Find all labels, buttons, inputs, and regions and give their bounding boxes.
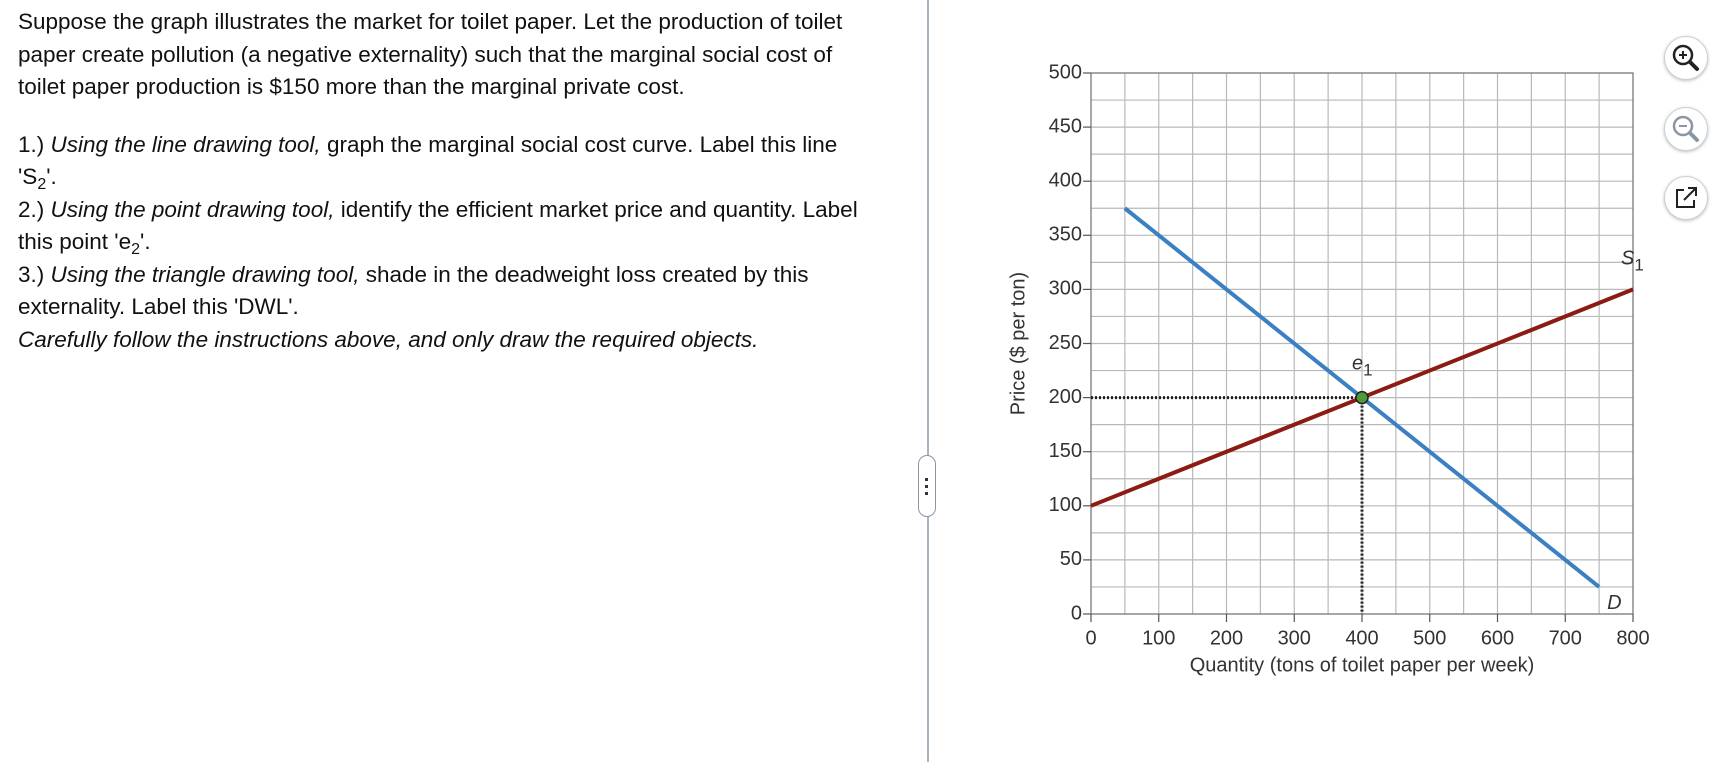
zoom-out-button[interactable] [1664,107,1708,151]
y-tick-label: 150 [1049,440,1082,462]
step-tool: Using the triangle drawing tool, [50,261,360,287]
step-end: '. [46,164,57,189]
x-tick-label: 300 [1278,627,1311,649]
y-tick-label: 250 [1049,332,1082,354]
x-tick-label: 800 [1616,627,1649,649]
divider [927,0,929,762]
series-label: S1 [1621,248,1644,275]
series-label: D [1607,592,1621,614]
series-label-text: D [1607,592,1621,614]
note: Carefully follow the instructions above,… [18,326,759,352]
step-tool: Using the point drawing tool, [50,196,335,222]
y-tick-label: 50 [1060,548,1082,570]
x-tick-label: 200 [1210,627,1243,649]
point-label-text: e [1352,353,1363,375]
pop-out-button[interactable] [1664,176,1708,220]
y-tick-label: 500 [1049,61,1082,83]
y-tick-label: 300 [1049,278,1082,300]
y-tick-label: 100 [1049,494,1082,516]
x-tick-label: 700 [1549,627,1582,649]
series-label-subscript: 1 [1634,256,1643,275]
zoom-out-icon [1672,115,1699,142]
zoom-in-button[interactable] [1664,36,1708,80]
step: 2.) Using the point drawing tool, identi… [18,194,880,259]
x-tick-label: 0 [1085,627,1096,649]
step-number: 3.) [18,261,45,287]
step-text: shade in the deadweight loss created by … [18,261,809,320]
step-number: 1.) [18,131,45,157]
zoom-in-icon [1672,44,1699,71]
step-tool: Using the line drawing tool, [50,131,321,157]
x-axis-label: Quantity (tons of toilet paper per week) [1190,654,1535,676]
instructions: Suppose the graph illustrates the market… [18,6,880,356]
y-tick-label: 400 [1049,169,1082,191]
step-number: 2.) [18,196,45,222]
x-tick-label: 400 [1345,627,1378,649]
step-text: identify the efficient market price and … [18,196,858,255]
step: 3.) Using the triangle drawing tool, sha… [18,259,880,324]
point [1355,390,1369,405]
y-axis-label: Price ($ per ton) [1007,272,1029,415]
step-end: '. [140,229,151,254]
point-label-subscript: 1 [1363,361,1372,380]
y-tick-label: 450 [1049,115,1082,137]
step-subscript: 2 [131,241,141,258]
intro-text: Suppose the graph illustrates the market… [18,9,843,99]
y-tick-label: 0 [1071,602,1082,624]
step: 1.) Using the line drawing tool, graph t… [18,129,880,194]
resize-handle[interactable] [918,455,936,517]
pop-out-icon [1675,186,1697,208]
step-text: graph the marginal social cost curve. La… [18,131,838,190]
series-label-text: S [1621,248,1635,270]
step-subscript: 2 [37,176,47,193]
point-label: e1 [1352,353,1373,380]
y-tick-label: 200 [1049,386,1082,408]
x-tick-label: 100 [1142,627,1175,649]
x-tick-label: 600 [1481,627,1514,649]
y-tick-label: 350 [1049,224,1082,246]
x-tick-label: 500 [1413,627,1446,649]
